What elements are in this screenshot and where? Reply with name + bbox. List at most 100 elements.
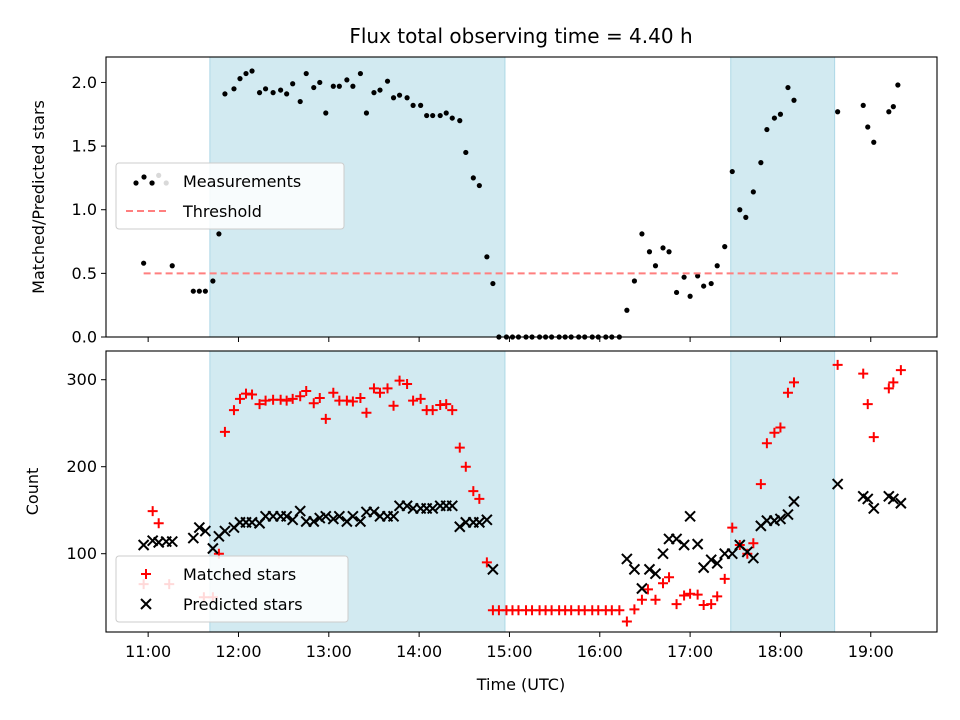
data-point xyxy=(664,572,675,583)
data-point xyxy=(868,432,879,443)
data-point xyxy=(311,84,317,91)
data-point xyxy=(249,68,255,74)
data-point xyxy=(387,510,400,523)
data-point xyxy=(678,539,690,551)
data-point xyxy=(666,249,672,255)
data-point xyxy=(330,83,336,89)
y-tick-label: 100 xyxy=(66,544,97,563)
data-point xyxy=(202,288,208,294)
legend-label: Matched stars xyxy=(183,565,296,584)
x-tick-label: 16:00 xyxy=(577,642,623,661)
data-point xyxy=(743,214,749,220)
data-point xyxy=(384,78,391,84)
data-point xyxy=(764,126,770,133)
data-point xyxy=(871,139,877,145)
axes-frame xyxy=(105,350,938,633)
data-point xyxy=(415,393,426,404)
data-point xyxy=(454,442,465,453)
data-point xyxy=(357,70,364,77)
data-point xyxy=(705,554,717,566)
data-point xyxy=(761,438,772,449)
data-point xyxy=(333,510,346,523)
data-point xyxy=(895,82,901,88)
data-point xyxy=(835,109,841,115)
data-point xyxy=(328,387,339,398)
data-point xyxy=(862,399,873,410)
data-point xyxy=(468,486,479,497)
data-point xyxy=(137,539,150,551)
data-point xyxy=(290,81,296,87)
data-point xyxy=(621,616,632,627)
data-point xyxy=(228,405,239,416)
data-point xyxy=(727,522,738,533)
data-point xyxy=(652,263,659,269)
data-point xyxy=(670,533,683,545)
data-point xyxy=(437,112,443,119)
legend-label: Predicted stars xyxy=(183,595,303,614)
data-point xyxy=(354,515,367,528)
data-point xyxy=(336,83,342,89)
data-point xyxy=(169,263,175,269)
x-tick-label: 19:00 xyxy=(848,642,894,661)
legend-marker xyxy=(149,180,155,186)
data-point xyxy=(347,396,358,407)
data-point xyxy=(320,413,331,424)
data-point xyxy=(327,513,340,525)
y-tick-label: 300 xyxy=(66,370,97,389)
data-point xyxy=(673,289,680,296)
data-point xyxy=(301,386,312,397)
data-point xyxy=(153,518,164,529)
data-point xyxy=(314,392,325,403)
data-point xyxy=(719,573,730,584)
data-point xyxy=(695,273,701,279)
data-point xyxy=(862,493,874,505)
x-tick-label: 14:00 xyxy=(396,642,442,661)
y-tick-label: 2.0 xyxy=(72,73,97,92)
data-point xyxy=(447,405,458,416)
data-point xyxy=(658,578,669,589)
data-point xyxy=(210,278,216,284)
data-point xyxy=(708,280,714,287)
data-point xyxy=(636,582,648,595)
data-point xyxy=(628,563,641,576)
x-axis-label: Time (UTC) xyxy=(476,675,565,694)
chart-title: Flux total observing time = 4.40 h xyxy=(349,24,692,48)
data-point xyxy=(701,283,707,289)
data-point xyxy=(418,102,424,108)
data-point xyxy=(371,90,377,96)
data-point xyxy=(484,254,490,260)
legend-marker xyxy=(133,180,139,186)
data-point xyxy=(443,110,449,116)
data-point xyxy=(234,393,245,404)
data-point xyxy=(199,525,212,537)
data-point xyxy=(207,542,219,555)
data-point xyxy=(481,557,492,568)
series-predicted-stars xyxy=(137,478,907,595)
x-tick-label: 13:00 xyxy=(306,642,352,661)
data-point xyxy=(631,278,638,284)
data-point xyxy=(430,112,436,119)
data-point xyxy=(687,293,693,299)
data-point xyxy=(457,118,463,124)
y-tick-label: 0.5 xyxy=(72,264,97,283)
data-point xyxy=(237,76,243,82)
data-point xyxy=(888,377,899,388)
data-point xyxy=(388,400,399,411)
data-point xyxy=(692,589,703,600)
data-point xyxy=(742,548,753,559)
data-point xyxy=(474,493,485,504)
data-point xyxy=(361,407,372,418)
data-point xyxy=(262,86,269,92)
data-point xyxy=(711,557,723,569)
data-point xyxy=(629,604,640,615)
x-tick-label: 15:00 xyxy=(486,642,532,661)
data-point xyxy=(832,359,843,370)
data-point xyxy=(308,398,319,409)
data-point xyxy=(270,90,276,96)
data-point xyxy=(446,500,458,512)
data-point xyxy=(714,263,720,269)
y-axis-label: Matched/Predicted stars xyxy=(29,100,48,294)
data-point xyxy=(281,395,292,406)
data-point xyxy=(755,479,766,490)
data-point xyxy=(657,547,669,560)
